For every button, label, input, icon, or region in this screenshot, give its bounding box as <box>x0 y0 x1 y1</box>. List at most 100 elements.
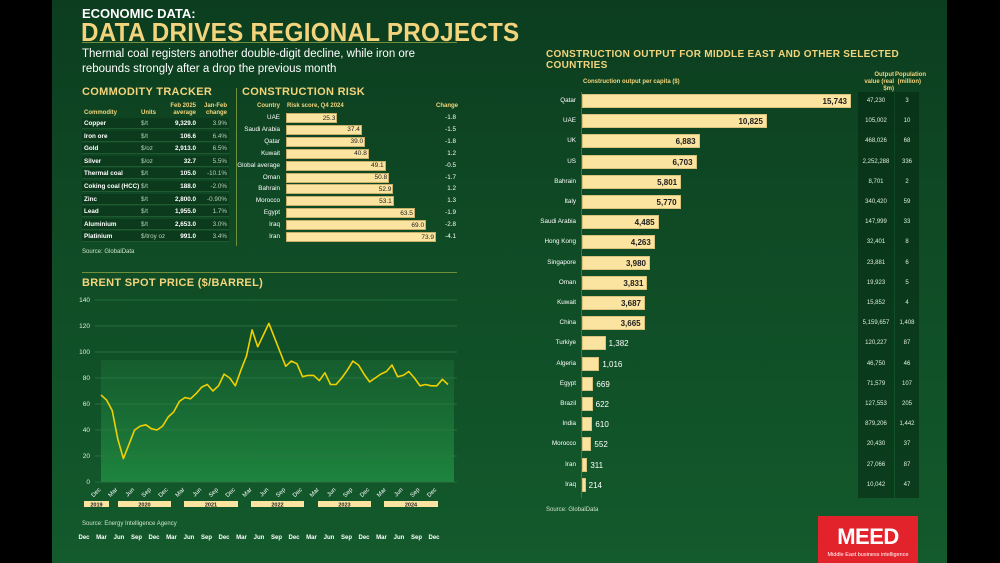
risk-change: -1.5 <box>445 125 456 133</box>
x-tick-label: Mar <box>108 487 120 499</box>
risk-bar <box>286 124 362 135</box>
construction-output-title: CONSTRUCTION OUTPUT FOR MIDDLE EAST AND … <box>546 49 900 71</box>
output-xlabel: Construction output per capita ($) <box>583 79 680 85</box>
table-row: Zinc $/t 2,800.0 -0.90% <box>82 193 229 205</box>
output-value-label: 610 <box>595 420 609 430</box>
bottom-tick-label: Dec <box>78 535 90 541</box>
output-bar <box>582 174 682 189</box>
risk-bar <box>286 196 394 207</box>
output-bar <box>582 235 655 250</box>
output-bar <box>582 437 592 452</box>
commodity-change: 6.4% <box>212 132 227 140</box>
col-risk-score: Risk score, Q4 2024 <box>287 103 344 109</box>
output-real-value: 127,553 <box>865 401 887 407</box>
bottom-tick-label: Sep <box>130 535 142 541</box>
risk-score-label: 73.9 <box>421 233 435 241</box>
commodity-change: 3.0% <box>212 220 227 228</box>
commodity-name: Aluminium <box>84 220 117 228</box>
output-real-value: 340,420 <box>865 199 887 205</box>
country-label: Kuwait <box>557 299 576 306</box>
output-bar <box>582 154 697 169</box>
construction-risk-heading: CONSTRUCTION RISK <box>242 86 366 98</box>
country-label: Saudi Arabia <box>540 218 576 226</box>
country-label: Iraq <box>565 480 576 488</box>
x-tick-label: Sep <box>208 487 220 499</box>
output-real-value: 23,881 <box>866 259 886 266</box>
risk-score-label: 39.0 <box>350 138 364 146</box>
commodity-average: 991.0 <box>180 233 196 241</box>
commodity-average: 106.6 <box>180 132 196 140</box>
risk-change: -0.5 <box>445 161 456 169</box>
country-label: UAE <box>563 117 576 125</box>
risk-country-label: Bahrain <box>258 185 280 193</box>
output-value-label: 6,883 <box>675 137 696 147</box>
table-row: Coking coal (HCC) $/t 188.0 -2.0% <box>82 181 229 192</box>
bottom-tick-label: Jun <box>393 535 405 541</box>
x-tick-label: Mar <box>175 487 187 499</box>
bottom-tick-label: Sep <box>270 535 282 541</box>
country-label: Turkiye <box>555 339 576 347</box>
infographic-panel: ECONOMIC DATA: DATA DRIVES REGIONAL PROJ… <box>52 0 947 563</box>
x-tick-label: Sep <box>342 487 354 499</box>
population-value: 10 <box>903 118 911 125</box>
output-real-value: 20,430 <box>866 441 886 448</box>
risk-score-label: 50.8 <box>374 174 388 181</box>
risk-change: 1.2 <box>447 185 456 193</box>
population-value: 3 <box>905 98 909 104</box>
risk-bar <box>286 148 369 159</box>
country-label: Oman <box>558 278 576 286</box>
risk-bar <box>286 220 427 231</box>
bottom-tick-label: Mar <box>96 535 107 541</box>
output-value-label: 3,831 <box>623 278 644 288</box>
y-tick-label: 80 <box>83 375 91 382</box>
commodity-units: $/t <box>141 208 149 216</box>
output-value-label: 214 <box>588 480 603 490</box>
country-label: Hong Kong <box>544 238 576 246</box>
country-label: Morocco <box>551 440 576 448</box>
country-label: China <box>559 319 576 327</box>
output-bar <box>582 114 767 129</box>
bottom-tick-label: Sep <box>410 535 422 541</box>
risk-change: 1.2 <box>447 149 456 157</box>
bottom-tick-label: Jun <box>323 535 335 541</box>
risk-country-label: Kuwait <box>261 149 280 157</box>
y-tick-label: 120 <box>79 323 90 330</box>
y-tick-label: 140 <box>79 297 90 304</box>
subtitle: Thermal coal registers another double-di… <box>82 48 416 75</box>
population-value: 59 <box>903 199 911 205</box>
risk-bar <box>286 232 437 242</box>
commodity-change: 5.5% <box>212 157 227 165</box>
table-row: Lead $/t 1,955.0 1.7% <box>82 206 229 218</box>
risk-bar <box>286 172 390 183</box>
commodity-average: 1,955.0 <box>174 208 196 216</box>
risk-change: -2.8 <box>445 221 456 229</box>
output-value-label: 15,743 <box>822 97 847 106</box>
table-row: Copper $/t 9,329.0 3.9% <box>82 118 229 129</box>
commodity-units: $/troy oz <box>141 233 166 241</box>
output-value-header: Output value (real $m) <box>864 72 894 92</box>
year-label: 2024 <box>405 502 418 508</box>
population-value: 1,408 <box>899 320 915 327</box>
col-change: Jan-Feb change <box>203 103 227 116</box>
population-value: 46 <box>903 360 911 367</box>
bottom-tick-label: Mar <box>306 535 317 541</box>
x-tick-label: Sep <box>410 487 422 499</box>
x-tick-label: Sep <box>275 487 287 499</box>
bottom-tick-label: Jun <box>113 535 125 541</box>
output-value-label: 4,263 <box>630 238 651 248</box>
country-label: India <box>562 420 576 428</box>
table-row: Silver $/oz 32.7 5.5% <box>82 155 229 167</box>
x-tick-label: Sep <box>141 487 153 499</box>
population-value: 6 <box>905 259 909 266</box>
year-label: 2020 <box>138 502 150 508</box>
commodity-average: 105.0 <box>180 170 196 178</box>
commodity-name: Copper <box>84 120 107 127</box>
output-real-value: 15,852 <box>866 300 886 306</box>
commodity-name: Iron ore <box>84 132 108 140</box>
commodity-change: -10.1% <box>207 170 227 178</box>
year-label: 2022 <box>271 502 283 508</box>
output-real-value: 71,579 <box>866 380 886 387</box>
output-value-label: 4,485 <box>634 218 655 228</box>
year-band <box>318 501 371 507</box>
output-value-label: 1,382 <box>608 339 629 349</box>
